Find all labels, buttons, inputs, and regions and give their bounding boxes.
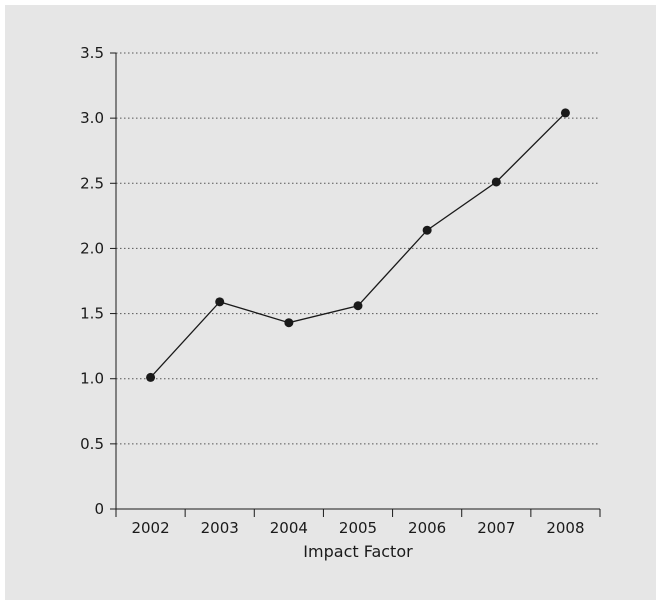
y-ticks: 0 0.5 1.0 1.5 2.0 2.5 3.0 3.5	[80, 44, 116, 518]
data-point	[215, 297, 225, 307]
data-point	[422, 225, 432, 235]
data-point	[560, 108, 570, 118]
gridlines	[116, 52, 600, 445]
x-axis-title: Impact Factor	[303, 542, 413, 561]
y-tick-label: 0.5	[80, 435, 104, 453]
y-tick-label: 1.0	[80, 370, 104, 388]
x-tick-label: 2006	[408, 519, 446, 537]
data-point	[284, 318, 294, 328]
y-tick-label: 3.5	[80, 44, 104, 62]
y-tick-label: 3.0	[80, 109, 104, 127]
axes	[115, 53, 600, 510]
y-tick-label: 1.5	[80, 305, 104, 323]
y-tick-label: 0	[94, 500, 104, 518]
data-point	[491, 177, 501, 187]
line-chart: 00.51.01.52.02.53.03.5 2002 2003 2004 2005 2…	[80, 44, 601, 561]
x-tick-label: 2008	[546, 519, 584, 537]
series-line	[150, 112, 566, 378]
x-tick-label: 2007	[477, 519, 515, 537]
y-tick-label: 2.0	[80, 239, 104, 257]
x-tick-label: 2005	[339, 519, 377, 537]
x-tick-label: 2004	[270, 519, 308, 537]
data-point	[353, 301, 363, 311]
data-point	[146, 372, 156, 382]
y-tick-label: 2.5	[80, 174, 104, 192]
x-tick-label: 2002	[131, 519, 169, 537]
series	[146, 108, 570, 382]
chart-panel: 0 0.5 1.0 1.5 2.0 2.5 3.0 3.5 2002 2003 2004 2005 2…	[5, 5, 656, 600]
x-ticks: 2002 2003 2004 2005 2006 2007 2008	[115, 509, 601, 537]
x-tick-label: 2003	[201, 519, 239, 537]
